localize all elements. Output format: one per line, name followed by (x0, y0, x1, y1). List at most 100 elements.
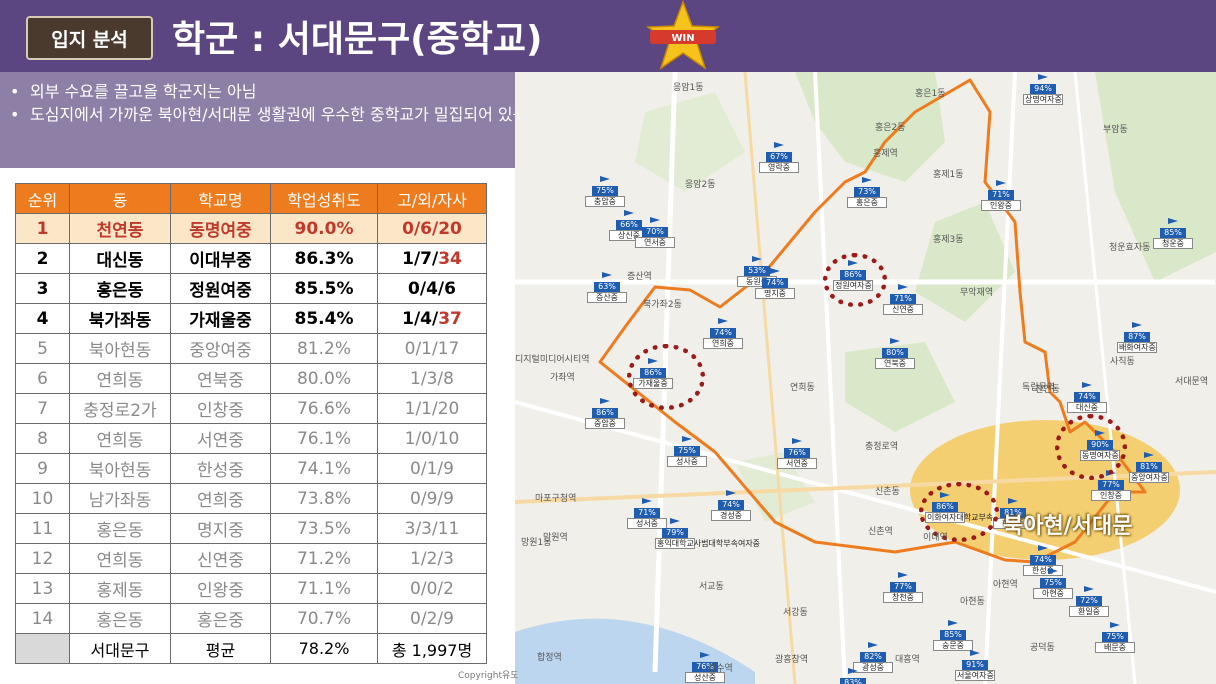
flag-icon (1084, 586, 1094, 592)
school-score: 71% (890, 294, 916, 304)
cell-text: 85.5% (294, 278, 354, 299)
school-marker[interactable]: 81% 중앙여자중 (1129, 452, 1169, 483)
school-marker[interactable]: 71% 인왕중 (981, 180, 1021, 211)
footer-cell: 총 1,997명 (377, 633, 487, 664)
flag-icon (774, 142, 784, 148)
school-marker[interactable]: 74% 연희중 (703, 318, 743, 349)
flag-icon (726, 490, 736, 496)
dong-cell: 홍은동 (69, 603, 171, 634)
school-marker[interactable]: 83%동도중 (833, 668, 873, 684)
cell-text: 명지중 (197, 521, 244, 541)
score-cell: 73.5% (270, 513, 378, 544)
school-marker[interactable]: 75% 아현중 (1033, 568, 1073, 599)
school-marker[interactable]: 94% 상명여자중 (1023, 74, 1063, 105)
school-marker[interactable]: 74% 명지중 (755, 268, 795, 299)
map-place-label: 응암2동 (685, 180, 716, 190)
cell-text: 북가좌동 (88, 311, 152, 331)
school-marker[interactable]: 74% 경성중 (711, 490, 751, 521)
footer-cell: 서대문구 (69, 633, 171, 664)
cell-text: 0/2/9 (410, 608, 454, 629)
cell-text: 연희중 (197, 491, 244, 511)
win-label: WIN (671, 33, 694, 44)
school-score: 85% (940, 630, 966, 640)
cell-text: 중앙여중 (189, 341, 252, 361)
school-marker[interactable]: 74% 한성중 (1023, 545, 1063, 576)
dong-cell: 북아현동 (69, 333, 171, 364)
school-name: 창천중 (883, 592, 923, 603)
school-marker[interactable]: 73% 홍은중 (847, 177, 887, 208)
school-marker[interactable]: 71% 신연중 (883, 284, 923, 315)
dong-cell: 북가좌동 (69, 303, 171, 334)
school-score: 75% (1040, 578, 1066, 588)
cell-text: 0/0/2 (410, 578, 454, 599)
school-marker[interactable]: 67% 영락중 (759, 142, 799, 173)
school-score: 74% (762, 278, 788, 288)
school-marker[interactable]: 74% 대신중 (1067, 382, 1107, 413)
cell-text: 연희동 (96, 551, 144, 571)
school-marker[interactable]: 77% 창천중 (883, 572, 923, 603)
flag-icon (1144, 452, 1154, 458)
school-marker[interactable]: 76% 서연중 (777, 438, 817, 469)
rank-cell: 7 (15, 393, 70, 424)
school-marker[interactable]: 86% 중암중 (585, 398, 625, 429)
map-place-label: 망원1동 (521, 538, 552, 548)
school-name: 충암중 (585, 196, 625, 207)
map-place-label: 광흥창역 (775, 655, 809, 665)
school-marker[interactable]: 75% 성사중 (667, 436, 707, 467)
map-place-label: 망원역 (543, 533, 568, 543)
rank-cell: 2 (15, 243, 70, 274)
table-header-row: 순위 동 학교명 학업성취도 고/외/자사 (15, 183, 487, 214)
highlight-gajaeul (627, 344, 705, 410)
cell-text: 인창중 (197, 401, 244, 421)
cell-text: 11 (31, 518, 54, 539)
summary-bullet: • 외부 수요를 끌고올 학군지는 아님 (10, 82, 257, 101)
school-name: 환일중 (1069, 606, 1109, 617)
school-marker[interactable]: 63% 증산중 (587, 272, 627, 303)
school-marker[interactable]: 76% 성산중 (685, 652, 725, 683)
school-marker[interactable]: 85% 숭문중 (933, 620, 973, 651)
rank-cell: 11 (15, 513, 70, 544)
school-marker[interactable]: 87% 배화여자중 (1117, 322, 1157, 353)
cell-text: 연북중 (197, 371, 244, 391)
table-row: 14 홍은동 홍은중 70.7% 0/2/9 (15, 603, 487, 634)
cell-text: 연희동 (96, 431, 144, 451)
school-marker[interactable]: 91% 서울여자중 (955, 650, 995, 681)
school-cell: 동명여중 (170, 213, 271, 244)
school-name: 서연중 (777, 458, 817, 469)
school-marker[interactable]: 70% 연서중 (635, 217, 675, 248)
school-marker[interactable]: 82% 광성중 (853, 642, 893, 673)
map-place-label: 부암동 (1103, 125, 1128, 135)
school-marker[interactable]: 79% 홍익대학교사범대학부속여자중 (655, 518, 761, 549)
district-map: 94% 상명여자중 67% 영락중 75% 충암중 66% 상신중 70% 연서중 63% 증산중 53… (515, 72, 1216, 684)
school-score: 81% (1000, 508, 1026, 518)
school-score: 67% (766, 152, 792, 162)
rank-cell: 6 (15, 363, 70, 394)
school-name: 홍익대학교사범대학부속여자중 (655, 538, 761, 549)
summary-box: • 외부 수요를 끌고올 학군지는 아님 • 도심지에서 가까운 북아현/서대문 생… (0, 72, 600, 168)
flag-icon (642, 498, 652, 504)
map-place-label: 아현역 (993, 580, 1018, 590)
school-name: 청운중 (1153, 238, 1193, 249)
school-marker[interactable]: 75% 충암중 (585, 176, 625, 207)
table-row: 2 대신동 이대부중 86.3% 1/7/34 (15, 243, 487, 274)
school-score: 74% (1074, 392, 1100, 402)
col-header: 학교명 (170, 183, 271, 214)
flag-icon (948, 620, 958, 626)
school-marker[interactable]: 75% 배문중 (1095, 622, 1135, 653)
cell-text: 가재울중 (189, 311, 252, 331)
school-cell: 명지중 (170, 513, 271, 544)
school-score: 53% (744, 266, 770, 276)
school-marker[interactable]: 80% 연북중 (875, 338, 915, 369)
score-cell: 74.1% (270, 453, 378, 484)
cell-text: 74.1% (296, 458, 351, 479)
advance-cell: 0/6/20 (377, 213, 487, 244)
school-name: 성서중 (627, 518, 667, 529)
cell-text: 0/1/9 (410, 458, 454, 479)
school-marker[interactable]: 71% 성서중 (627, 498, 667, 529)
map-place-label: 가좌역 (550, 373, 575, 383)
rank-cell: 3 (15, 273, 70, 304)
area-label: 북아현/서대문 (1003, 514, 1133, 539)
school-marker[interactable]: 85% 청운중 (1153, 218, 1193, 249)
advance-cell: 1/3/8 (377, 363, 487, 394)
school-marker[interactable]: 72% 환일중 (1069, 586, 1109, 617)
